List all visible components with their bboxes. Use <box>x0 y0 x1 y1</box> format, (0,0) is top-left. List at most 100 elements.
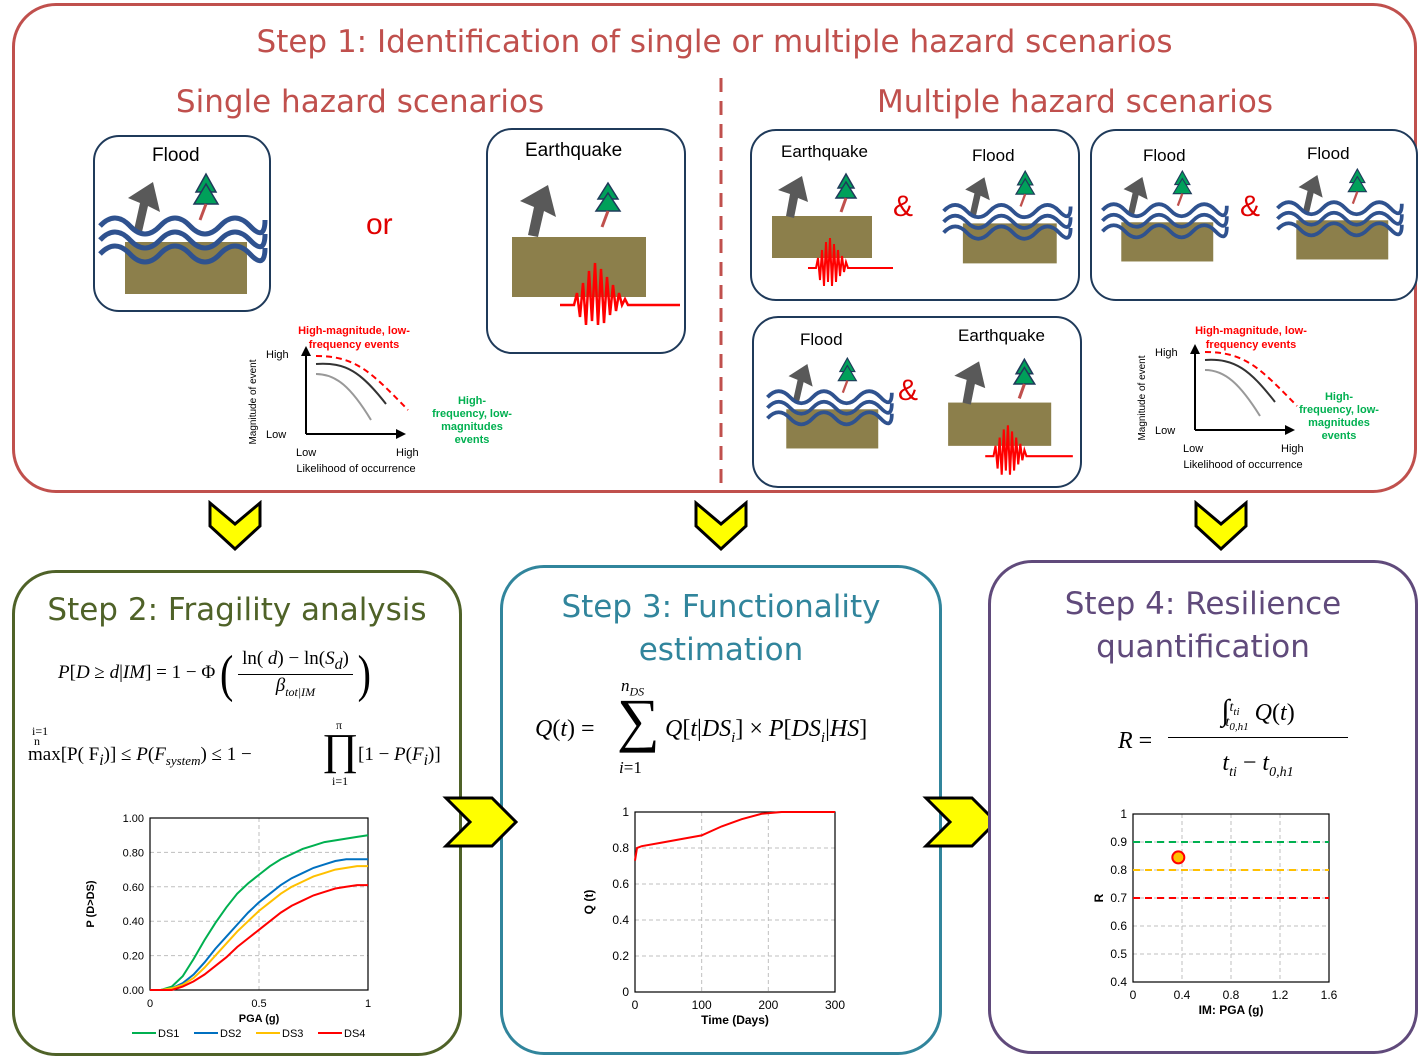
x-tick-label: 200 <box>758 998 778 1012</box>
flood-icon <box>1101 169 1229 262</box>
step3-title-line2: estimation <box>638 632 804 668</box>
x-tick-label: 100 <box>692 998 712 1012</box>
x-tick-label: 0 <box>1130 988 1137 1002</box>
flood-icon <box>766 356 894 449</box>
y-tick-label: 0.8 <box>1110 863 1127 877</box>
y-tick-label: 0.60 <box>123 882 144 894</box>
functionality-chart: 0 100 200 300 0 0.2 0.4 0.6 0.8 1 Time (Days) Q (t) <box>582 805 845 1027</box>
series-line-ds3 <box>150 865 368 991</box>
earthquake-icon <box>948 357 1073 475</box>
svg-text:High: High <box>1281 443 1304 455</box>
y-tick-label: 0.20 <box>123 951 144 963</box>
svg-text:events: events <box>455 434 490 446</box>
step4-panel <box>988 560 1418 1054</box>
series-line-ds4 <box>150 884 368 991</box>
single-hazard-heading: Single hazard scenarios <box>175 84 545 120</box>
x-tick-label: 300 <box>825 998 845 1012</box>
y-tick-label: 0.8 <box>612 841 629 855</box>
right-chevron-arrow <box>922 796 999 848</box>
mini-annotation-red-2: frequency events <box>309 339 399 351</box>
legend-label: DS1 <box>158 1028 179 1040</box>
svg-text:frequency, low-: frequency, low- <box>1299 404 1379 416</box>
flood-icon <box>942 169 1073 264</box>
functionality-equation: Q(t) = nDS ∑ i=1 Q[t|DSi] × P[DSi|HS] <box>535 676 868 777</box>
down-chevron-arrow <box>1194 500 1248 552</box>
x-axis-label: PGA (g) <box>239 1013 280 1025</box>
down-chevron-arrow <box>694 500 748 552</box>
right-chevron-arrow <box>442 796 519 848</box>
earthquake-icon <box>512 181 680 325</box>
svg-text:magnitudes: magnitudes <box>441 421 503 433</box>
svg-text:Magnitude of event: Magnitude of event <box>1137 355 1148 440</box>
y-tick-label: 0 <box>622 985 629 999</box>
svg-text:Low: Low <box>1155 425 1175 437</box>
system-bounds-equation: i=1 n max[P( Fi)] ≤ P(Fsystem) ≤ 1 − π ∏… <box>28 718 441 788</box>
step2-panel <box>12 570 462 1056</box>
flood-label: Flood <box>1143 146 1186 165</box>
svg-text:Likelihood of occurrence: Likelihood of occurrence <box>296 463 415 475</box>
svg-text:frequency events: frequency events <box>1206 339 1296 351</box>
resilience-equation: R = ∫ttit0,h1 Q(t) tti − t0,h1 <box>1118 688 1398 788</box>
flood-icon <box>1276 167 1404 260</box>
y-tick-label: 0.6 <box>1110 919 1127 933</box>
step3-title-line1: Step 3: Functionality <box>561 589 881 625</box>
series-line-ds2 <box>150 858 368 991</box>
svg-text:High-magnitude, low-: High-magnitude, low- <box>1195 325 1307 337</box>
divider-dashed-line <box>719 78 723 490</box>
step1-title: Step 1: Identification of single or mult… <box>256 24 1173 60</box>
down-chevron-arrow <box>208 500 262 552</box>
svg-text:High-: High- <box>1325 391 1353 403</box>
legend-label: DS3 <box>282 1028 303 1040</box>
functionality-curve <box>634 811 835 861</box>
step4-title-line1: Step 4: Resilience <box>1064 586 1342 622</box>
y-tick-label: 0.2 <box>612 949 629 963</box>
y-tick-label: 0.9 <box>1110 835 1127 849</box>
x-tick-label: 1.2 <box>1272 988 1289 1002</box>
svg-text:Magnitude of event: Magnitude of event <box>248 359 259 444</box>
mini-annotation-red: High-magnitude, low- <box>298 325 410 337</box>
step2-title: Step 2: Fragility analysis <box>47 592 427 628</box>
y-tick-label: 1 <box>622 805 629 819</box>
x-tick-label: 1 <box>365 998 371 1010</box>
fragility-equation: P[D ≥ d|IM] = 1 − Φ ( ln( d) − ln(Sd) βt… <box>58 644 371 704</box>
plot-frame <box>634 811 836 993</box>
y-tick-label: 0.40 <box>123 916 144 928</box>
flood-label: Flood <box>152 145 200 166</box>
y-tick-label: 0.00 <box>123 985 144 997</box>
y-tick-label: 0.7 <box>1110 891 1127 905</box>
svg-text:High: High <box>1155 347 1178 359</box>
y-tick-label: 0.4 <box>612 913 629 927</box>
svg-text:magnitudes: magnitudes <box>1308 417 1370 429</box>
multi-earthquake-flood-card <box>750 129 1080 301</box>
y-tick-label: 0.5 <box>1110 947 1127 961</box>
y-tick-label: 0.6 <box>612 877 629 891</box>
y-axis-label: R <box>1092 893 1106 902</box>
flood-label: Flood <box>800 330 843 349</box>
resilience-point <box>1171 850 1186 865</box>
svg-text:frequency, low-: frequency, low- <box>432 408 512 420</box>
amp-label: & <box>898 374 919 407</box>
x-tick-label: 0.4 <box>1174 988 1191 1002</box>
earthquake-label: Earthquake <box>781 142 868 161</box>
plot-frame <box>149 817 369 991</box>
x-tick-label: 0.8 <box>1223 988 1240 1002</box>
y-tick-label: 0.80 <box>123 847 144 859</box>
magnitude-likelihood-chart-right: High-magnitude, low- frequency events Hi… <box>1137 325 1379 471</box>
x-tick-label: 1.6 <box>1321 988 1338 1002</box>
x-tick-label: 0 <box>632 998 639 1012</box>
amp-label: & <box>1240 190 1261 223</box>
flood-icon <box>98 172 268 294</box>
svg-text:events: events <box>1322 430 1357 442</box>
y-tick-label: 1 <box>1120 807 1127 821</box>
multiple-hazard-heading: Multiple hazard scenarios <box>876 84 1274 120</box>
x-tick-label: 0 <box>147 998 153 1010</box>
svg-text:Low: Low <box>1183 443 1203 455</box>
legend-label: DS4 <box>344 1028 365 1040</box>
svg-text:Low: Low <box>296 447 316 459</box>
svg-text:Likelihood of occurrence: Likelihood of occurrence <box>1183 459 1302 471</box>
svg-text:High: High <box>396 447 419 459</box>
y-axis-label: P (D>DS) <box>85 880 97 928</box>
svg-text:High: High <box>266 349 289 361</box>
x-axis-label: Time (Days) <box>701 1013 769 1027</box>
